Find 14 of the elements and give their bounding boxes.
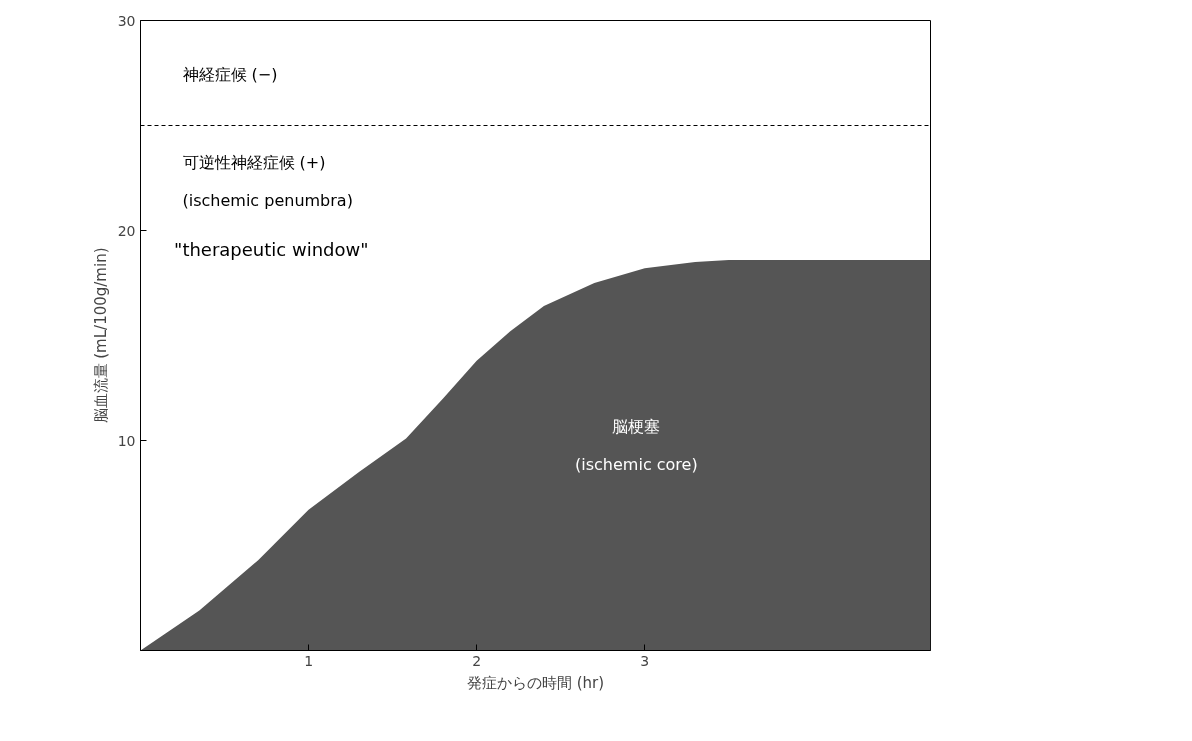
x-axis-title: 発症からの時間 (hr) [466,673,605,692]
y-axis-title: 脳血流量 (mL/100g/min) [91,247,110,424]
annotation: (ischemic core) [575,455,698,475]
y-tick-label: 30 [117,12,136,29]
x-tick-label: 1 [304,652,314,669]
x-tick-label: 3 [640,652,650,669]
y-tick-label: 20 [117,222,136,239]
annotation: 脳梗塞 [612,417,661,437]
annotation: (ischemic penumbra) [182,190,353,210]
y-tick-label: 10 [117,432,136,449]
annotation: "therapeutic window" [174,238,369,260]
x-tick-label: 2 [472,652,482,669]
annotation: 可逆性神経症候 (+) [182,152,326,172]
annotation: 神経症候 (−) [182,64,278,84]
